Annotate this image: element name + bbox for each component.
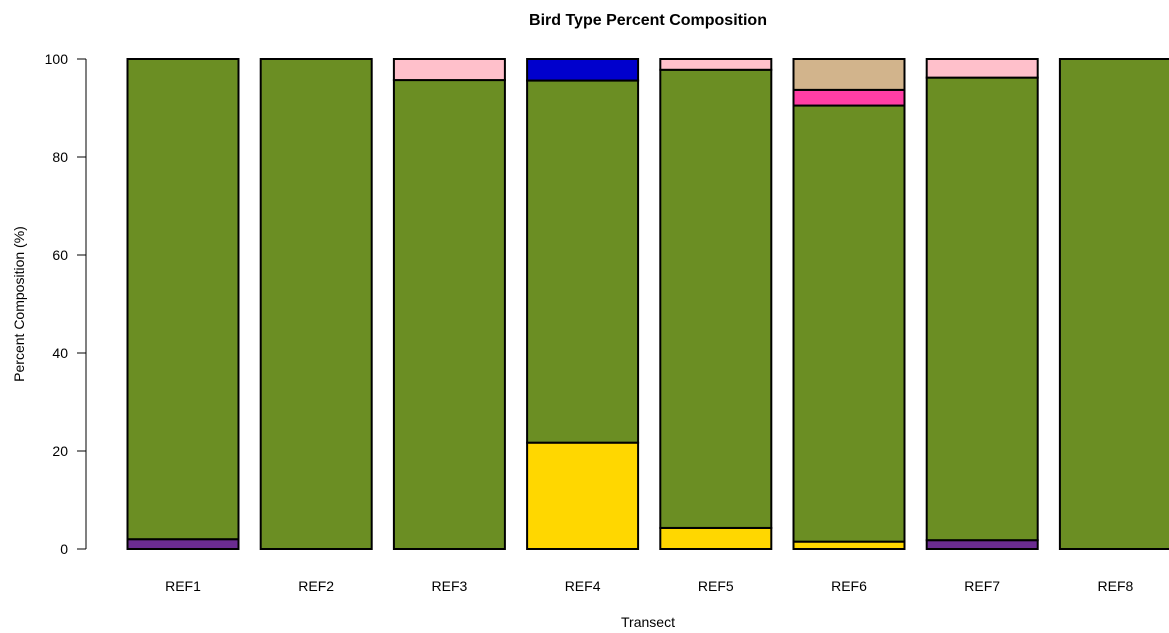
- bar-segment-ref5-s3: [660, 70, 771, 528]
- bar-segment-ref7-s1: [927, 540, 1038, 549]
- bar-segment-ref5-s7: [660, 59, 771, 70]
- x-tick-label: REF2: [298, 578, 334, 594]
- bar-ref8: [1060, 59, 1169, 549]
- bar-ref6: [794, 59, 905, 549]
- x-tick-label: REF6: [831, 578, 867, 594]
- x-tick-label: REF5: [698, 578, 734, 594]
- bar-ref4: [527, 59, 638, 549]
- y-tick-label: 40: [52, 345, 68, 361]
- bar-segment-ref6-s6: [794, 59, 905, 90]
- bar-segment-ref6-s3: [794, 106, 905, 542]
- bar-segment-ref7-s7: [927, 59, 1038, 78]
- x-tick-label: REF7: [964, 578, 1000, 594]
- bar-segment-ref3-s7: [394, 59, 505, 80]
- bar-segment-ref7-s3: [927, 78, 1038, 541]
- y-tick-label: 20: [52, 443, 68, 459]
- x-tick-label: REF8: [1098, 578, 1134, 594]
- bar-segment-ref3-s3: [394, 80, 505, 549]
- bar-ref2: [261, 59, 372, 549]
- y-axis: 0 20 40 60 80 100: [45, 51, 86, 557]
- bar-segment-ref6-s2: [794, 542, 905, 549]
- x-tick-label: REF4: [565, 578, 601, 594]
- bar-segment-ref5-s2: [660, 528, 771, 549]
- bar-segment-ref4-s2: [527, 443, 638, 549]
- bar-ref3: [394, 59, 505, 549]
- bar-ref1: [128, 59, 239, 549]
- bar-segment-ref2-s3: [261, 59, 372, 549]
- bar-segment-ref1-s1: [128, 539, 239, 549]
- y-tick-label: 0: [60, 541, 68, 557]
- bars: [128, 59, 1169, 549]
- bar-segment-ref4-s3: [527, 81, 638, 443]
- chart-title: Bird Type Percent Composition: [529, 12, 767, 29]
- bar-segment-ref1-s3: [128, 59, 239, 539]
- bar-segment-ref8-s3: [1060, 59, 1169, 549]
- x-tick-label: REF1: [165, 578, 201, 594]
- bar-segment-ref6-s5: [794, 90, 905, 106]
- y-tick-label: 100: [45, 51, 69, 67]
- bar-ref7: [927, 59, 1038, 549]
- y-tick-label: 60: [52, 247, 68, 263]
- bar-ref5: [660, 59, 771, 549]
- y-axis-label: Percent Composition (%): [11, 226, 27, 382]
- y-tick-label: 80: [52, 149, 68, 165]
- x-axis-tick-labels: REF1 REF2 REF3 REF4 REF5 REF6 REF7 REF8: [165, 578, 1133, 594]
- bar-segment-ref4-s4: [527, 59, 638, 81]
- x-tick-label: REF3: [432, 578, 468, 594]
- x-axis-label: Transect: [621, 614, 675, 630]
